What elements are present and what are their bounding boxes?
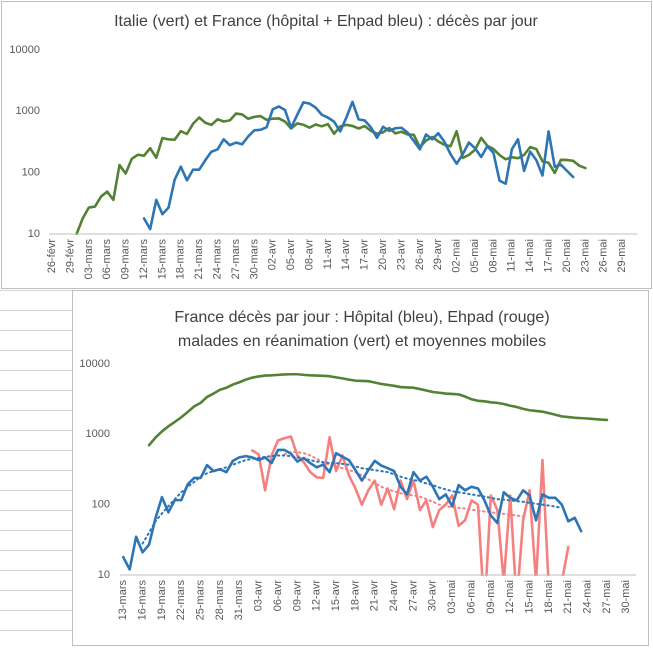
x-tick-label: 15-mars: [156, 239, 168, 280]
plot-bottom: [121, 372, 609, 576]
x-tick-label: 09-avr: [291, 580, 303, 612]
x-tick-label: 13-mars: [117, 580, 129, 621]
x-tick-label: 02-mai: [451, 239, 463, 273]
x-tick-label: 21-mars: [193, 239, 205, 280]
chart-title: France décès par jour : Hôpital (bleu), …: [174, 309, 549, 326]
x-tick-label: 24-avr: [388, 580, 400, 612]
sheet-cells: [0, 290, 72, 648]
x-tick-label: 20-mai: [561, 239, 573, 273]
x-tick-label: 02-avr: [267, 239, 279, 271]
x-tick-label: 14-avr: [340, 239, 352, 271]
x-tick-label: 06-mars: [101, 239, 113, 280]
series-line: [121, 448, 583, 571]
x-tick-label: 23-avr: [395, 239, 407, 271]
chart-frame-bottom: [72, 290, 649, 646]
x-tick-label: 16-mars: [136, 580, 148, 621]
x-tick-label: 26-avr: [414, 239, 426, 271]
x-tick-label: 30-mai: [620, 580, 632, 614]
y-tick-label: 1000: [86, 428, 110, 440]
x-tick-label: 30-mars: [248, 239, 260, 280]
x-tick-label: 28-mars: [214, 580, 226, 621]
x-tick-label: 03-mai: [446, 580, 458, 614]
x-tick-label: 06-avr: [272, 580, 284, 612]
x-tick-label: 12-mai: [504, 580, 516, 614]
x-tick-label: 23-mai: [579, 239, 591, 273]
chart-title: malades en réanimation (vert) et moyenne…: [178, 333, 546, 350]
x-tick-label: 31-mars: [233, 580, 245, 621]
x-tick-label: 19-mars: [156, 580, 168, 621]
x-tick-label: 29-févr: [64, 239, 76, 274]
x-tick-label: 03-avr: [253, 580, 265, 612]
x-tick-label: 30-avr: [427, 580, 439, 612]
x-tick-label: 18-mars: [175, 239, 187, 280]
x-tick-label: 27-mars: [230, 239, 242, 280]
x-tick-label: 11-mai: [506, 239, 518, 272]
x-tick-label: 20-avr: [377, 239, 389, 271]
x-tick-label: 26-mai: [598, 239, 610, 273]
series-line: [147, 372, 609, 447]
x-tick-label: 27-avr: [407, 580, 419, 612]
plot-top: [75, 100, 587, 235]
y-tick-label: 10000: [9, 44, 40, 56]
x-tick-label: 18-avr: [349, 580, 361, 612]
chart-frame-top: [1, 1, 652, 289]
series-line: [250, 435, 570, 576]
x-tick-label: 06-mai: [465, 580, 477, 614]
x-tick-label: 24-mars: [211, 239, 223, 280]
y-tick-label: 10000: [79, 358, 110, 370]
x-tick-label: 14-mai: [524, 239, 536, 273]
x-tick-label: 27-mai: [601, 580, 613, 614]
x-tick-label: 15-mai: [523, 580, 535, 614]
chart-title: Italie (vert) et France (hôpital + Ehpad…: [114, 13, 538, 30]
x-tick-label: 21-mai: [562, 580, 574, 614]
x-tick-label: 18-mai: [543, 580, 555, 614]
x-tick-label: 03-mars: [83, 239, 95, 280]
x-tick-label: 26-févr: [46, 239, 58, 274]
x-tick-label: 11-avr: [322, 239, 334, 270]
y-tick-label: 100: [92, 499, 110, 511]
x-tick-label: 15-avr: [330, 580, 342, 612]
y-tick-label: 10: [28, 228, 40, 240]
x-tick-label: 17-mai: [543, 239, 555, 273]
y-tick-label: 1000: [16, 105, 40, 117]
x-tick-label: 08-mai: [487, 239, 499, 273]
x-tick-label: 17-avr: [359, 239, 371, 271]
x-tick-label: 05-avr: [285, 239, 297, 271]
x-tick-label: 29-avr: [432, 239, 444, 271]
series-line: [142, 100, 575, 231]
y-tick-label: 10: [98, 569, 110, 581]
x-tick-label: 09-mai: [485, 580, 497, 614]
x-tick-label: 08-avr: [303, 239, 315, 271]
x-tick-label: 12-mars: [138, 239, 150, 280]
x-tick-label: 05-mai: [469, 239, 481, 273]
x-tick-label: 25-mars: [195, 580, 207, 621]
x-tick-label: 09-mars: [120, 239, 132, 280]
x-tick-label: 12-avr: [311, 580, 323, 612]
x-tick-label: 29-mai: [616, 239, 628, 273]
series-line: [75, 112, 587, 235]
x-tick-label: 22-mars: [175, 580, 187, 621]
x-tick-label: 21-avr: [369, 580, 381, 612]
x-tick-label: 24-mai: [582, 580, 594, 614]
y-tick-label: 100: [22, 167, 40, 179]
